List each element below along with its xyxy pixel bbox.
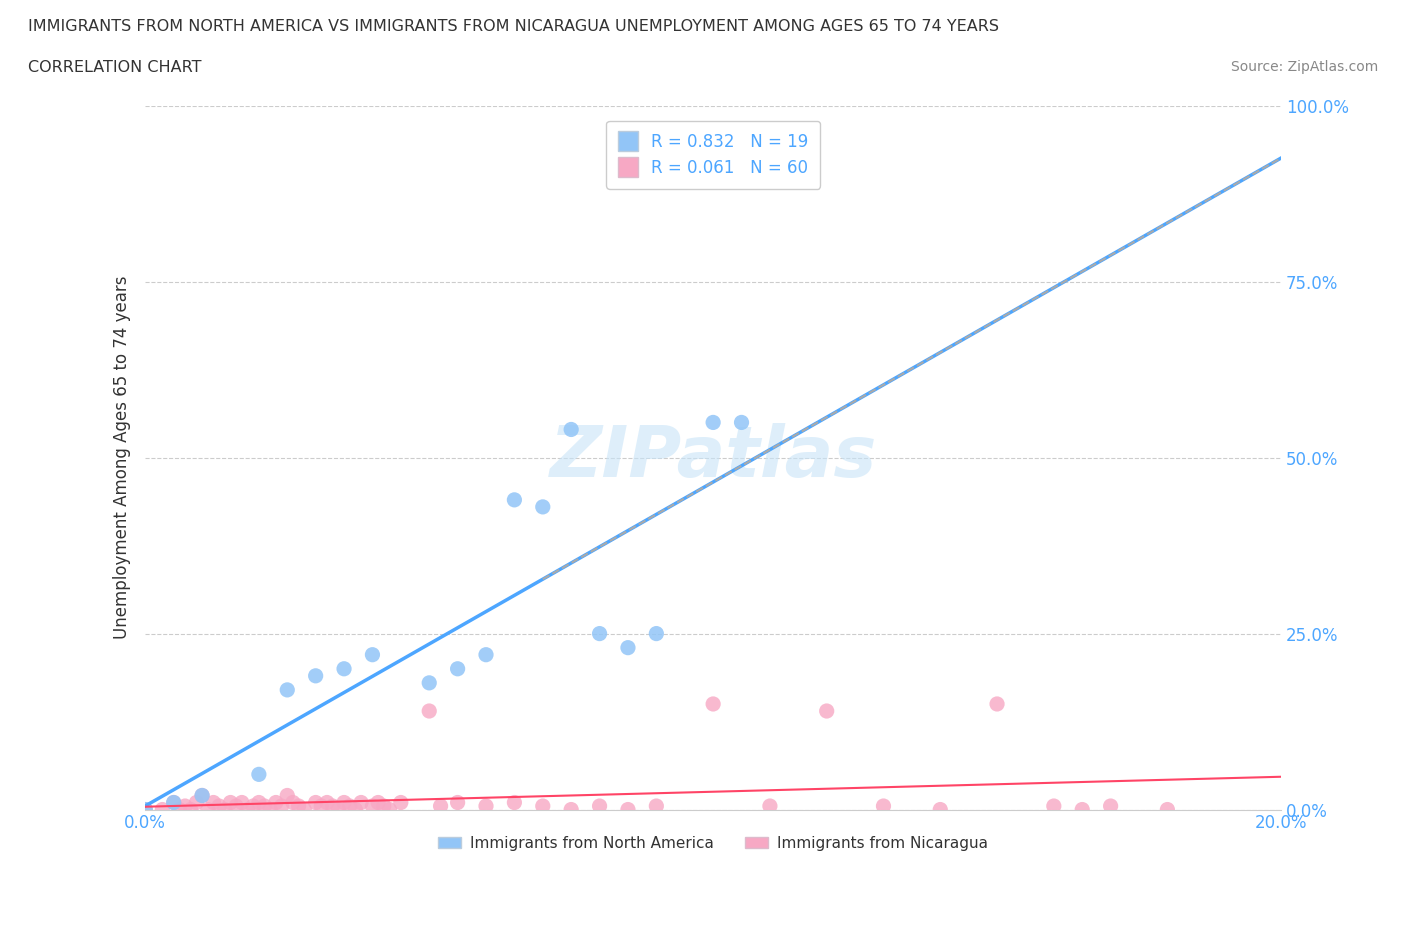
Point [702, 697, 724, 711]
Point [702, 415, 724, 430]
Point [1156, 802, 1178, 817]
Point [730, 415, 752, 430]
Point [305, 669, 328, 684]
Point [311, 799, 333, 814]
Point [429, 799, 451, 814]
Point [617, 802, 640, 817]
Point [236, 802, 259, 817]
Point [361, 647, 384, 662]
Point [281, 795, 304, 810]
Point [322, 799, 344, 814]
Point [208, 799, 231, 814]
Point [350, 795, 373, 810]
Point [617, 640, 640, 655]
Text: Source: ZipAtlas.com: Source: ZipAtlas.com [1230, 60, 1378, 74]
Point [191, 788, 214, 803]
Point [316, 795, 339, 810]
Point [986, 697, 1008, 711]
Point [253, 799, 276, 814]
Point [214, 802, 236, 817]
Y-axis label: Unemployment Among Ages 65 to 74 years: Unemployment Among Ages 65 to 74 years [114, 276, 131, 640]
Point [219, 795, 242, 810]
Text: CORRELATION CHART: CORRELATION CHART [28, 60, 201, 75]
Text: IMMIGRANTS FROM NORTH AMERICA VS IMMIGRANTS FROM NICARAGUA UNEMPLOYMENT AMONG AG: IMMIGRANTS FROM NORTH AMERICA VS IMMIGRA… [28, 19, 1000, 33]
Point [1071, 802, 1094, 817]
Point [202, 795, 225, 810]
Point [1043, 799, 1066, 814]
Point [418, 675, 440, 690]
Text: ZIPatlas: ZIPatlas [550, 423, 877, 492]
Point [169, 802, 191, 817]
Point [259, 802, 281, 817]
Point [163, 795, 186, 810]
Point [645, 626, 668, 641]
Point [191, 788, 214, 803]
Point [276, 788, 298, 803]
Point [328, 802, 350, 817]
Point [503, 795, 526, 810]
Point [373, 799, 395, 814]
Point [418, 704, 440, 719]
Point [180, 802, 202, 817]
Point [446, 661, 468, 676]
Point [305, 795, 328, 810]
Point [815, 704, 838, 719]
Point [292, 802, 315, 817]
Point [367, 795, 389, 810]
Point [588, 799, 610, 814]
Point [759, 799, 782, 814]
Point [247, 795, 270, 810]
Point [446, 795, 468, 810]
Point [872, 799, 894, 814]
Point [225, 799, 247, 814]
Point [242, 799, 264, 814]
Point [645, 799, 668, 814]
Point [333, 795, 356, 810]
Point [560, 802, 582, 817]
Point [560, 422, 582, 437]
Point [531, 799, 554, 814]
Point [276, 683, 298, 698]
Point [134, 802, 156, 817]
Point [361, 799, 384, 814]
Point [1099, 799, 1122, 814]
Point [264, 795, 287, 810]
Point [588, 626, 610, 641]
Point [475, 799, 498, 814]
Point [163, 795, 186, 810]
Legend: Immigrants from North America, Immigrants from Nicaragua: Immigrants from North America, Immigrant… [430, 828, 995, 858]
Point [174, 799, 197, 814]
Point [475, 647, 498, 662]
Point [247, 767, 270, 782]
Point [150, 802, 173, 817]
Point [287, 799, 309, 814]
Point [339, 799, 361, 814]
Point [389, 795, 412, 810]
Point [270, 799, 292, 814]
Point [378, 802, 401, 817]
Point [531, 499, 554, 514]
Point [333, 661, 356, 676]
Point [503, 492, 526, 507]
Point [231, 795, 253, 810]
Point [197, 802, 219, 817]
Point [344, 802, 367, 817]
Point [134, 802, 156, 817]
Point [186, 795, 208, 810]
Point [929, 802, 952, 817]
